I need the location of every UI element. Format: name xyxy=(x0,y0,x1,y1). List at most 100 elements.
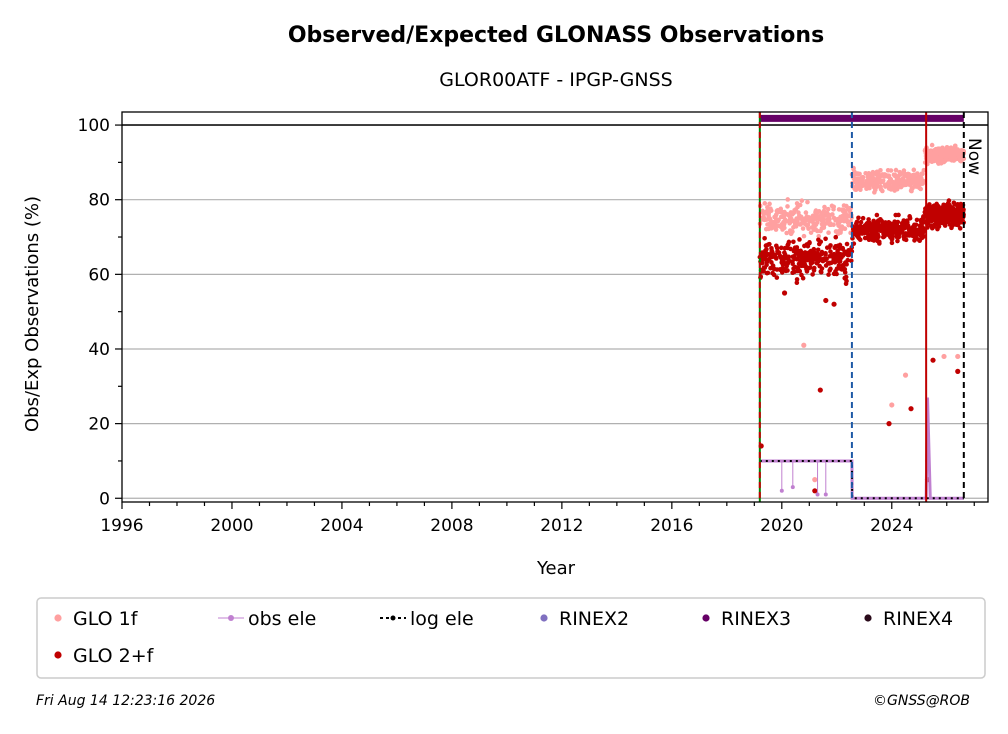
data-point xyxy=(889,240,895,246)
data-point xyxy=(956,151,962,156)
data-point xyxy=(895,238,900,244)
data-point xyxy=(888,187,894,192)
data-point xyxy=(823,236,828,242)
data-point xyxy=(942,158,948,163)
data-point xyxy=(807,218,813,224)
data-point xyxy=(788,231,794,236)
data-point xyxy=(854,219,860,225)
data-point xyxy=(932,203,937,208)
data-point xyxy=(935,215,941,221)
data-point xyxy=(803,210,809,215)
data-point xyxy=(951,200,957,206)
data-point xyxy=(799,198,805,203)
data-point xyxy=(947,216,953,221)
data-point xyxy=(795,265,801,271)
data-point xyxy=(856,171,861,177)
data-point xyxy=(934,206,940,211)
data-point xyxy=(821,209,826,215)
legend-marker xyxy=(540,614,548,622)
legend-marker xyxy=(864,614,872,622)
data-point xyxy=(930,207,936,213)
data-point xyxy=(920,171,925,177)
data-point xyxy=(846,222,851,228)
data-point xyxy=(844,241,850,247)
data-point xyxy=(916,237,921,242)
data-point xyxy=(797,237,802,242)
legend-entry: RINEX3 xyxy=(721,608,791,630)
data-point xyxy=(912,238,917,243)
legend-marker xyxy=(228,615,234,621)
data-point xyxy=(912,181,918,187)
data-point xyxy=(786,256,791,261)
data-point xyxy=(835,248,840,254)
data-point xyxy=(955,353,961,360)
data-point xyxy=(805,199,810,205)
data-point xyxy=(814,261,820,266)
data-point xyxy=(808,261,814,266)
data-point xyxy=(846,252,851,258)
data-point xyxy=(885,167,891,173)
legend-entry: obs ele xyxy=(248,608,316,630)
data-point xyxy=(907,214,912,219)
data-point xyxy=(838,217,844,222)
data-point xyxy=(823,263,829,268)
data-point xyxy=(764,246,769,252)
data-point xyxy=(785,204,790,209)
data-point xyxy=(823,251,828,256)
data-point xyxy=(885,231,890,236)
data-point xyxy=(959,216,964,222)
data-point xyxy=(827,222,833,228)
data-point xyxy=(762,256,767,262)
data-point xyxy=(780,262,786,268)
legend: GLO 1f obs ele log ele RINEX2 RINEX3 RINEX4 GL… xyxy=(36,597,986,679)
data-point xyxy=(822,204,827,210)
data-point xyxy=(836,228,841,234)
data-point xyxy=(787,220,793,225)
data-point xyxy=(937,159,943,165)
data-point xyxy=(823,297,829,304)
data-point xyxy=(898,184,904,190)
data-point xyxy=(794,256,800,262)
data-point xyxy=(935,146,941,152)
data-point xyxy=(773,214,778,219)
data-point xyxy=(818,228,823,234)
data-point xyxy=(764,262,769,268)
data-point xyxy=(842,275,848,281)
legend-entry: GLO 1f xyxy=(73,608,139,630)
data-point xyxy=(875,218,881,223)
data-point xyxy=(881,231,886,236)
x-tick-label: 2016 xyxy=(650,516,693,536)
data-point xyxy=(860,215,866,221)
data-point xyxy=(949,149,954,155)
data-point xyxy=(958,203,964,209)
y-tick-label: 100 xyxy=(78,116,110,136)
data-point xyxy=(769,254,775,260)
data-point xyxy=(782,250,787,255)
data-point xyxy=(857,237,863,243)
x-axis-label: Year xyxy=(536,558,576,579)
plot-area: 1996 2000 2004 2008 2012 2016 2020 2024 0 20 40 60 8… xyxy=(78,111,989,536)
data-point xyxy=(827,245,832,250)
data-point xyxy=(852,231,858,237)
data-point xyxy=(793,224,799,229)
data-point xyxy=(781,290,788,296)
data-point xyxy=(802,250,808,255)
data-point xyxy=(919,232,925,237)
data-point xyxy=(855,182,861,188)
data-point xyxy=(944,146,950,152)
data-point xyxy=(946,205,951,211)
data-point xyxy=(949,212,955,217)
data-point xyxy=(804,269,810,274)
data-point xyxy=(857,229,863,234)
data-point xyxy=(789,212,795,217)
data-point xyxy=(874,212,880,218)
data-point xyxy=(761,214,766,220)
data-point xyxy=(941,205,947,210)
data-point xyxy=(794,277,800,282)
data-point xyxy=(942,153,947,159)
data-point xyxy=(821,220,826,225)
data-point xyxy=(908,227,913,232)
data-point xyxy=(932,213,937,218)
data-point xyxy=(811,268,817,273)
data-point xyxy=(878,187,884,192)
